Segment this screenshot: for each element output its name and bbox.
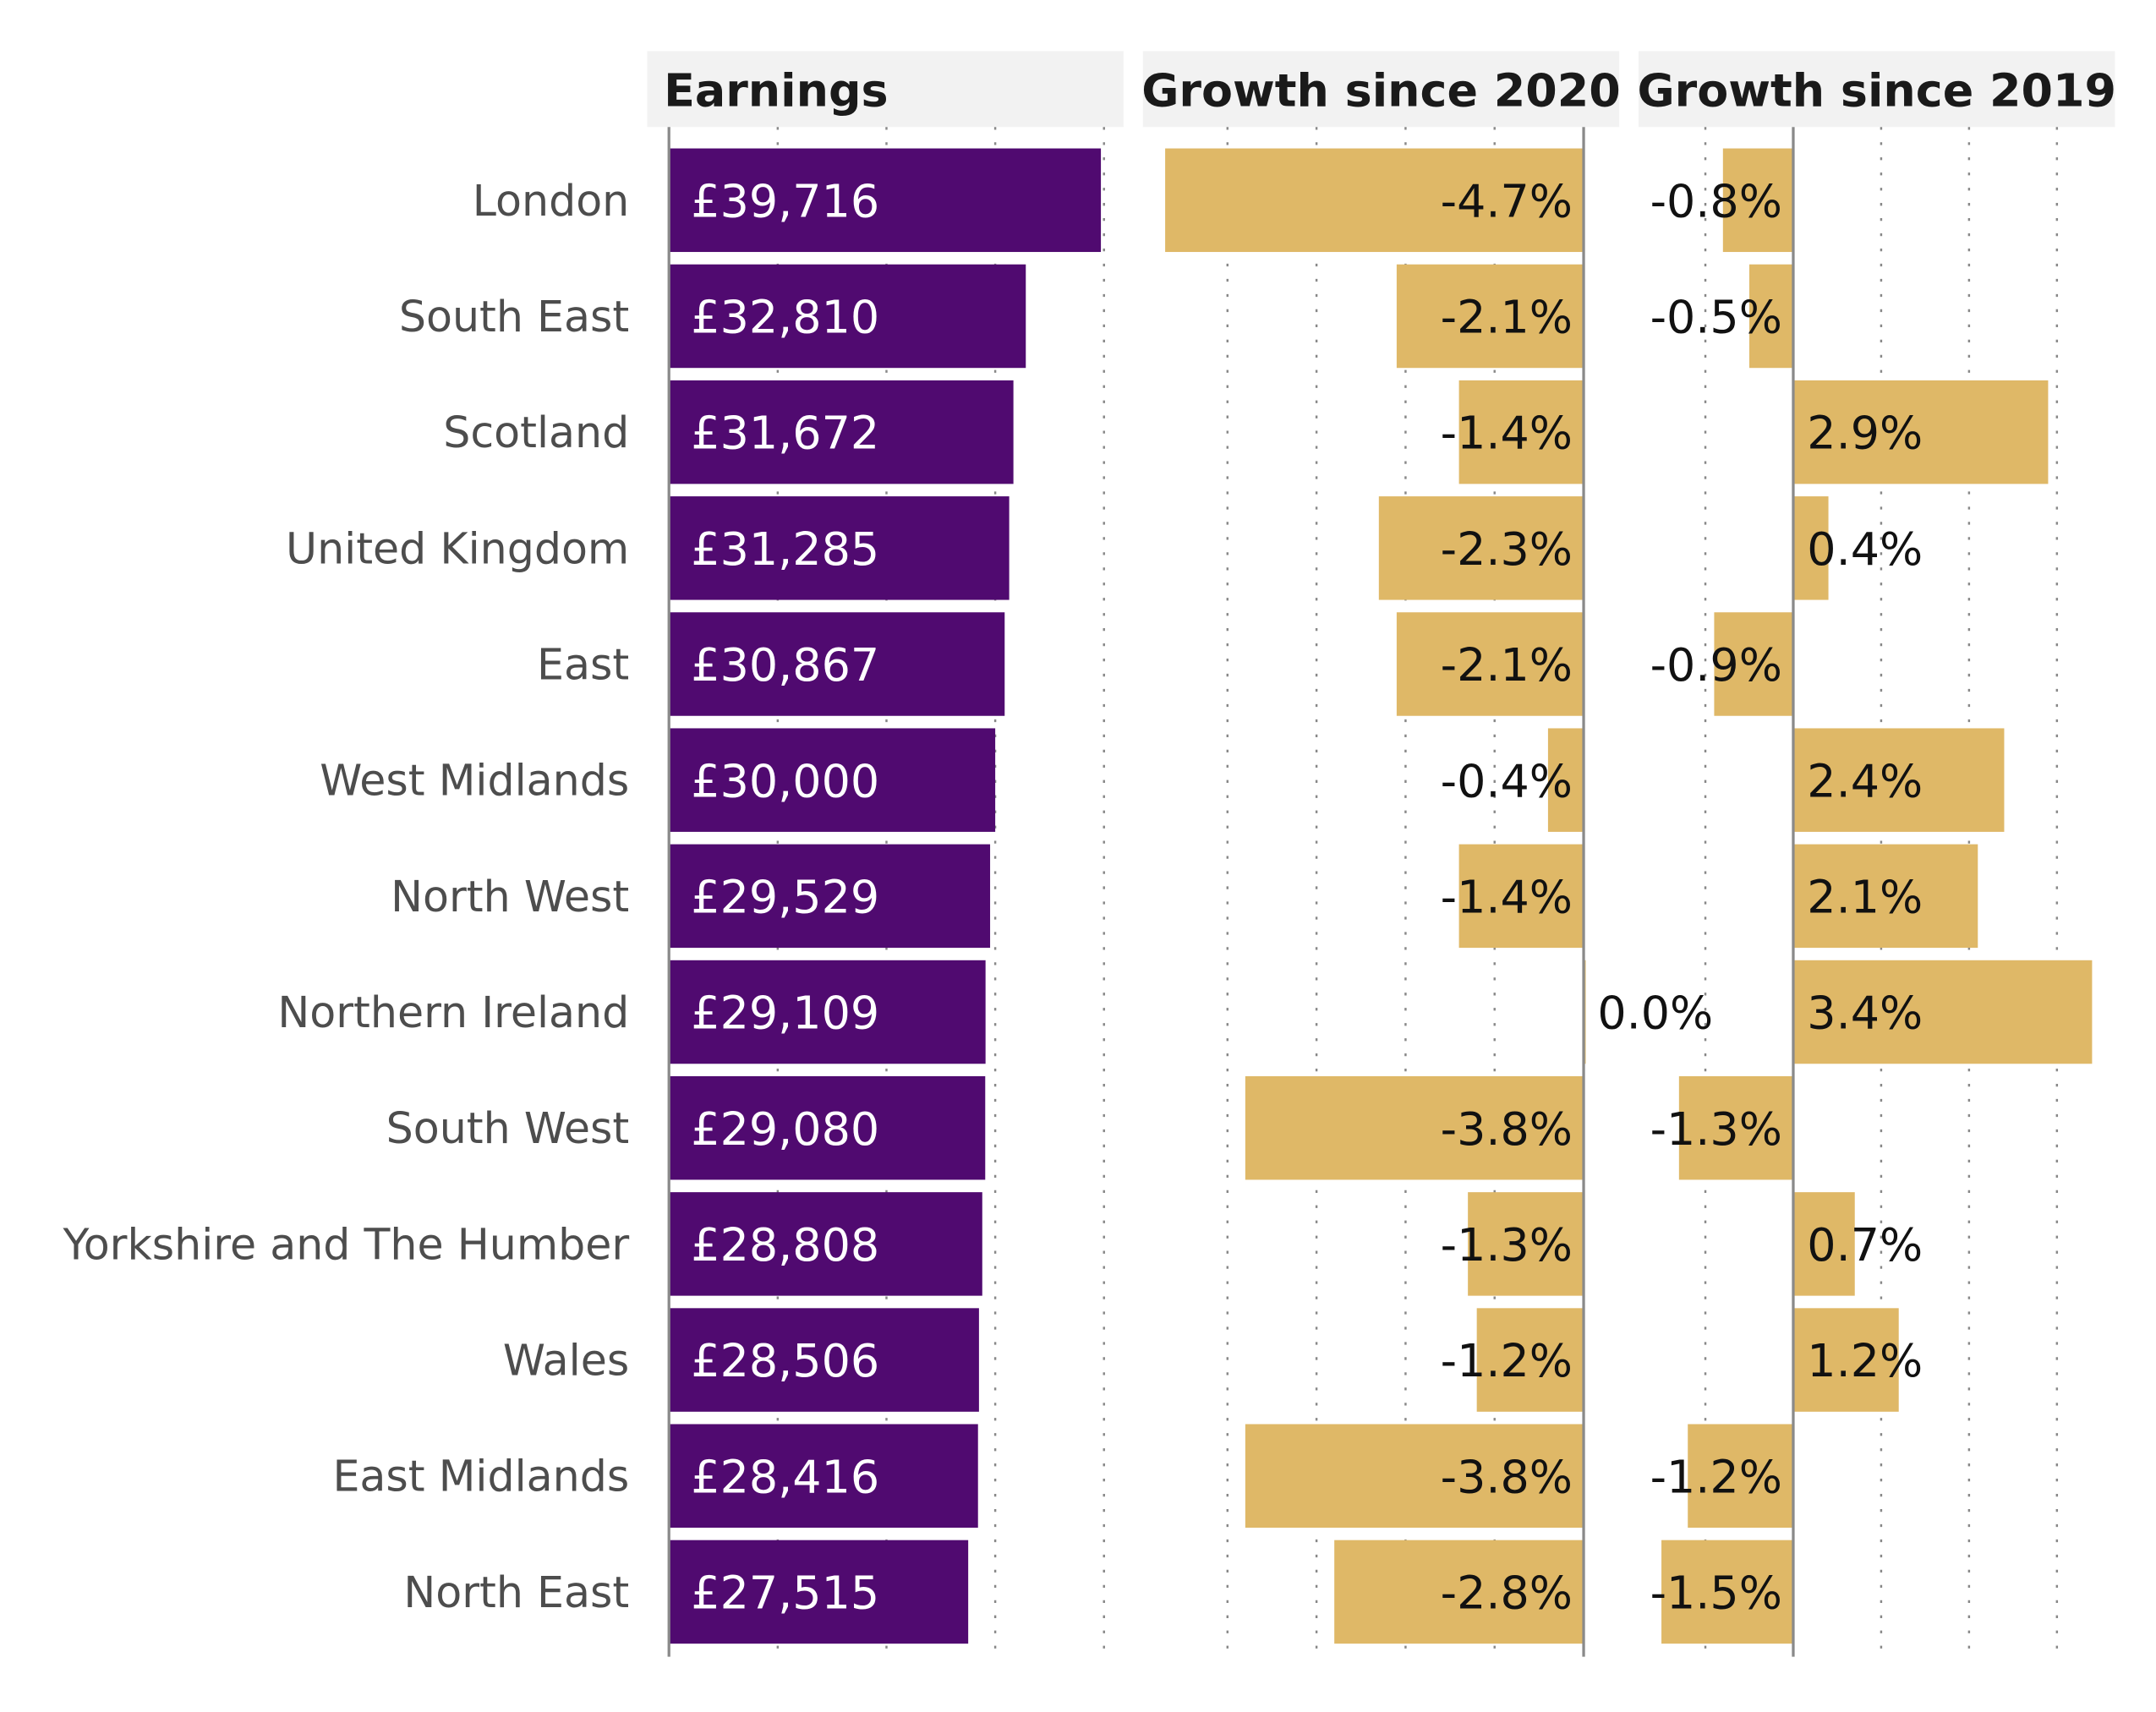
value-label: -0.4% — [1441, 754, 1573, 807]
value-label: £28,506 — [691, 1334, 879, 1387]
bar — [1792, 728, 2005, 832]
value-label: £32,810 — [691, 291, 879, 344]
bar — [669, 1075, 986, 1180]
value-label: £29,529 — [691, 870, 879, 923]
value-label: £30,867 — [691, 638, 879, 692]
panel-title: Earnings — [664, 64, 889, 118]
value-label: 3.4% — [1807, 987, 1923, 1040]
bar — [669, 264, 1026, 369]
bar — [669, 1424, 978, 1528]
category-label: London — [473, 176, 630, 226]
category-label: Yorkshire and The Humber — [63, 1219, 630, 1269]
value-label: -1.5% — [1650, 1567, 1782, 1620]
value-label: -0.8% — [1650, 174, 1782, 227]
value-label: £29,080 — [691, 1102, 879, 1156]
value-label: -2.1% — [1441, 291, 1573, 344]
bar — [1458, 844, 1584, 949]
bar — [669, 844, 991, 949]
bar — [1722, 148, 1793, 253]
value-label: 0.0% — [1597, 987, 1713, 1040]
panel-title: Growth since 2020 — [1141, 64, 1621, 118]
panel-header — [647, 51, 1124, 128]
bar — [1792, 960, 2093, 1064]
category-label: West Midlands — [320, 756, 629, 806]
bar — [669, 960, 986, 1064]
category-label: East — [537, 639, 629, 689]
value-label: -3.8% — [1441, 1450, 1573, 1503]
value-label: -1.2% — [1650, 1450, 1782, 1503]
value-label: £31,672 — [691, 407, 879, 460]
value-label: 0.7% — [1807, 1218, 1923, 1272]
value-label: 1.2% — [1807, 1334, 1923, 1387]
panel-header — [1639, 51, 2115, 128]
value-label: -0.5% — [1650, 291, 1782, 344]
value-label: £39,716 — [691, 174, 879, 227]
bar — [1749, 264, 1793, 369]
category-label: East Midlands — [332, 1452, 629, 1501]
bar — [669, 1192, 982, 1296]
bar — [1165, 148, 1584, 253]
value-label: -2.8% — [1441, 1567, 1573, 1620]
value-label: -0.9% — [1650, 638, 1782, 692]
bar — [1547, 728, 1584, 832]
bar — [669, 148, 1102, 253]
bar — [1678, 1075, 1793, 1180]
value-label: -2.3% — [1441, 522, 1573, 576]
value-label: -1.4% — [1441, 407, 1573, 460]
value-label: -1.3% — [1441, 1218, 1573, 1272]
value-label: -4.7% — [1441, 174, 1573, 227]
bar — [1468, 1192, 1584, 1296]
bar — [1661, 1540, 1793, 1644]
category-label: United Kingdom — [286, 523, 629, 573]
category-label: South West — [386, 1103, 630, 1153]
bar — [669, 380, 1014, 484]
category-label: South East — [399, 292, 629, 342]
value-label: -1.2% — [1441, 1334, 1573, 1387]
bar — [1714, 612, 1793, 716]
bar — [1245, 1075, 1584, 1180]
value-label: 2.9% — [1807, 407, 1923, 460]
bar — [669, 612, 1005, 716]
bar — [1396, 264, 1584, 369]
bar — [669, 728, 996, 832]
bar — [1792, 1308, 1899, 1412]
bar — [1334, 1540, 1584, 1644]
bar — [1396, 612, 1584, 716]
value-label: -1.4% — [1441, 870, 1573, 923]
value-label: 2.1% — [1807, 870, 1923, 923]
category-label: Scotland — [443, 407, 629, 457]
value-label: £27,515 — [691, 1567, 879, 1620]
category-label: North West — [391, 872, 629, 922]
category-label: North East — [403, 1567, 629, 1617]
panel-title: Growth since 2019 — [1637, 64, 2116, 118]
category-label: Northern Ireland — [277, 987, 629, 1037]
bar — [1792, 496, 1829, 600]
category-label: Wales — [503, 1336, 629, 1386]
value-label: 2.4% — [1807, 754, 1923, 807]
bar — [669, 496, 1010, 600]
bar — [1792, 1192, 1855, 1296]
value-label: £28,808 — [691, 1218, 879, 1272]
bar — [1792, 844, 1978, 949]
bar — [1792, 380, 2049, 484]
bar — [1688, 1424, 1793, 1528]
bar — [1458, 380, 1584, 484]
value-label: -3.8% — [1441, 1102, 1573, 1156]
value-label: -1.3% — [1650, 1102, 1782, 1156]
value-label: £28,416 — [691, 1450, 879, 1503]
bar — [1378, 496, 1584, 600]
value-label: £30,000 — [691, 754, 879, 807]
value-label: £29,109 — [691, 987, 879, 1040]
panel-header — [1142, 51, 1620, 128]
bar — [1245, 1424, 1584, 1528]
bar — [669, 1540, 969, 1644]
value-label: 0.4% — [1807, 522, 1923, 576]
value-label: -2.1% — [1441, 638, 1573, 692]
bar — [669, 1308, 979, 1412]
value-label: £31,285 — [691, 522, 879, 576]
bar — [1476, 1308, 1584, 1412]
